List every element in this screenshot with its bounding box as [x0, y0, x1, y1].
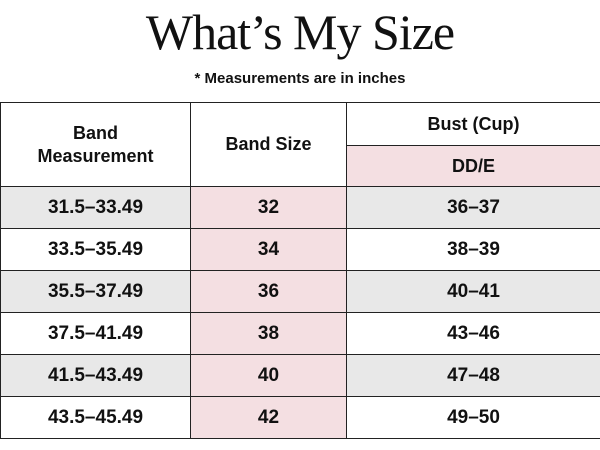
table-cell: 47–48	[346, 354, 600, 397]
header-row: Band Measurement Band Size Bust (Cup)	[0, 102, 600, 187]
table-cell: 32	[190, 186, 347, 229]
table-body: Band Measurement Band Size Bust (Cup) DD…	[0, 102, 600, 439]
table-cell: 36	[190, 270, 347, 313]
subheader-row: DD/E	[1, 145, 600, 187]
table-cell: 34	[190, 228, 347, 271]
header-cell: Band Size	[190, 102, 347, 187]
table-row: 35.5–37.49 36 40–41	[0, 270, 600, 313]
table-row: 37.5–41.49 38 43–46	[0, 312, 600, 355]
subheader-cell: DD/E	[346, 145, 600, 187]
note: * Measurements are in inches	[194, 70, 406, 87]
table-cell: 35.5–37.49	[0, 270, 191, 313]
table-cell: 33.5–35.49	[0, 228, 191, 271]
header-cell: Band Measurement	[0, 102, 191, 187]
header-text: Band Measurement	[37, 122, 154, 166]
table-row: 41.5–43.49 40 47–48	[0, 354, 600, 397]
table-cell: 38	[190, 312, 347, 355]
table-cell: 37.5–41.49	[0, 312, 191, 355]
table-cell: 43–46	[346, 312, 600, 355]
table-cell: 40	[190, 354, 347, 397]
table-row: 31.5–33.49 32 36–37	[0, 186, 600, 229]
title: What’s My Size	[145, 4, 455, 60]
table-cell: 36–37	[346, 186, 600, 229]
table-cell: 49–50	[346, 396, 600, 439]
size-table: Band Measurement Band Size Bust (Cup) DD…	[0, 102, 600, 439]
table-row: 43.5–45.49 42 49–50	[0, 396, 600, 439]
header-cell: Bust (Cup)	[346, 102, 600, 146]
table-cell: 40–41	[346, 270, 600, 313]
table-cell: 31.5–33.49	[0, 186, 191, 229]
table-cell: 43.5–45.49	[0, 396, 191, 439]
table-cell: 41.5–43.49	[0, 354, 191, 397]
table-row: 33.5–35.49 34 38–39	[0, 228, 600, 271]
table-cell: 38–39	[346, 228, 600, 271]
table-cell: 42	[190, 396, 347, 439]
